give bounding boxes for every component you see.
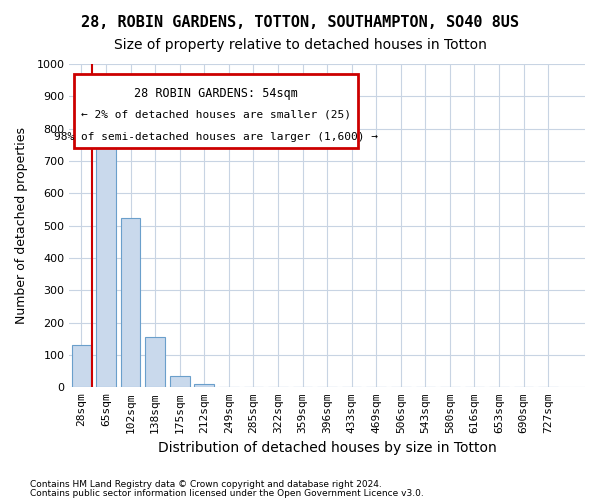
Text: 98% of semi-detached houses are larger (1,600) →: 98% of semi-detached houses are larger (… xyxy=(54,132,378,142)
Text: 28, ROBIN GARDENS, TOTTON, SOUTHAMPTON, SO40 8US: 28, ROBIN GARDENS, TOTTON, SOUTHAMPTON, … xyxy=(81,15,519,30)
Bar xyxy=(121,218,140,388)
FancyBboxPatch shape xyxy=(74,74,358,148)
Bar xyxy=(170,376,190,388)
Y-axis label: Number of detached properties: Number of detached properties xyxy=(15,127,28,324)
Text: ← 2% of detached houses are smaller (25): ← 2% of detached houses are smaller (25) xyxy=(81,110,351,120)
Text: Contains HM Land Registry data © Crown copyright and database right 2024.: Contains HM Land Registry data © Crown c… xyxy=(30,480,382,489)
Text: Size of property relative to detached houses in Totton: Size of property relative to detached ho… xyxy=(113,38,487,52)
Bar xyxy=(145,337,165,388)
Text: 28 ROBIN GARDENS: 54sqm: 28 ROBIN GARDENS: 54sqm xyxy=(134,86,298,100)
Bar xyxy=(71,346,91,388)
Bar xyxy=(194,384,214,388)
Bar xyxy=(96,136,116,388)
X-axis label: Distribution of detached houses by size in Totton: Distribution of detached houses by size … xyxy=(158,441,496,455)
Text: Contains public sector information licensed under the Open Government Licence v3: Contains public sector information licen… xyxy=(30,489,424,498)
